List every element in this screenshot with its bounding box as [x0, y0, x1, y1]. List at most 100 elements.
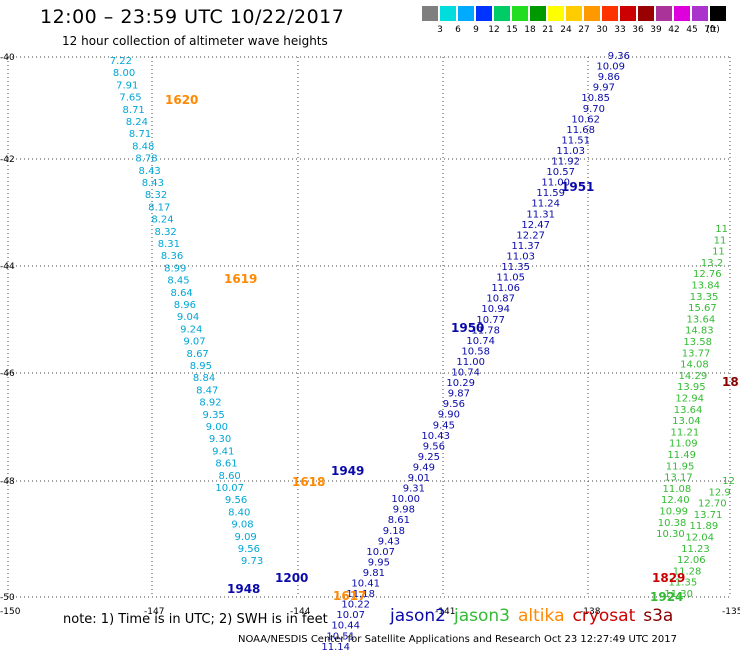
wave-height-value: 9.97 — [593, 83, 615, 94]
wave-height-value: 15.67 — [688, 303, 717, 314]
pass-number-label: 1950 — [451, 321, 484, 335]
color-swatch — [566, 6, 583, 21]
color-scale-label: 24 — [560, 25, 572, 35]
wave-height-value: 10.41 — [351, 579, 380, 590]
wave-height-value: 8.43 — [139, 166, 161, 177]
wave-height-value: 11.89 — [690, 521, 719, 532]
pass-number-label: 1948 — [227, 582, 260, 596]
wave-height-value: 12.9 — [709, 487, 731, 498]
wave-height-value: 10.94 — [481, 304, 510, 315]
wave-height-value: 9.86 — [598, 72, 620, 83]
wave-height-value: 11.28 — [673, 566, 702, 577]
color-swatch — [530, 6, 547, 21]
wave-height-value: 11.14 — [321, 642, 350, 650]
color-scale-label: 3 — [437, 25, 443, 35]
wave-height-value: 11.06 — [491, 283, 520, 294]
wave-height-value: 11.68 — [566, 125, 595, 136]
wave-height-value: 10.99 — [659, 507, 688, 518]
wave-height-value: 10.85 — [581, 93, 610, 104]
wave-height-value: 11.35 — [501, 262, 530, 273]
color-scale-label: 6 — [455, 25, 461, 35]
wave-height-value: 11.31 — [526, 209, 555, 220]
wave-height-value: 10.07 — [215, 483, 244, 494]
color-scale-label: 36 — [632, 25, 644, 35]
lat-tick-label: -42 — [0, 155, 15, 165]
wave-height-value: 9.24 — [180, 324, 202, 335]
color-swatch — [548, 6, 565, 21]
wave-height-value: 11.21 — [671, 427, 700, 438]
wave-height-value: 11.49 — [667, 450, 696, 461]
wave-height-value: 10.29 — [446, 378, 475, 389]
color-scale-label: 70 — [704, 25, 716, 35]
color-scale-label: 9 — [473, 25, 479, 35]
wave-height-value: 9.70 — [583, 104, 605, 115]
wave-height-value: 8.17 — [148, 202, 170, 213]
wave-height-value: 8.43 — [142, 178, 164, 189]
wave-height-value: 10.07 — [366, 547, 395, 558]
lat-tick-label: -50 — [0, 593, 15, 603]
wave-height-value: 9.49 — [413, 462, 435, 473]
wave-height-value: 11.37 — [511, 241, 540, 252]
wave-height-value: 10.87 — [486, 294, 515, 305]
wave-height-value: 10.22 — [341, 600, 370, 611]
color-scale-label: 39 — [650, 25, 662, 35]
color-swatch — [638, 6, 655, 21]
wave-height-value: 8.40 — [228, 507, 250, 518]
wave-height-value: 9.04 — [177, 312, 199, 323]
wave-height-value: 13.95 — [677, 382, 706, 393]
color-swatch — [440, 6, 457, 21]
wave-height-value: 9.00 — [206, 422, 228, 433]
wave-height-value: 13.04 — [672, 416, 701, 427]
wave-height-value: 14.08 — [680, 360, 709, 371]
legend-altika: altika — [518, 606, 565, 626]
color-swatch — [494, 6, 511, 21]
wave-height-value: 8.60 — [219, 471, 241, 482]
wave-height-value: 8.45 — [167, 276, 189, 287]
wave-height-value: 10.09 — [596, 62, 625, 73]
wave-height-value: 12.94 — [675, 394, 704, 405]
lat-tick-label: -44 — [0, 262, 15, 272]
wave-height-value: 8.64 — [171, 288, 193, 299]
wave-height-value: 9.08 — [231, 520, 253, 531]
wave-height-value: 13.58 — [683, 337, 712, 348]
wave-height-value: 9.45 — [433, 420, 455, 431]
wave-height-value: 9.09 — [235, 532, 257, 543]
color-scale-label: 15 — [506, 25, 518, 35]
wave-height-value: 8.48 — [132, 141, 154, 152]
legend-jason2: jason2 — [390, 606, 446, 626]
wave-height-value: 8.00 — [113, 68, 135, 79]
lat-tick-label: -48 — [0, 477, 15, 487]
wave-height-value: 13.17 — [664, 473, 693, 484]
wave-height-value: 8.32 — [145, 190, 167, 201]
wave-height-value: 11.59 — [536, 188, 565, 199]
wave-height-value: 8.67 — [187, 349, 209, 360]
wave-height-value: 9.87 — [448, 389, 470, 400]
wave-height-value: 11.00 — [541, 178, 570, 189]
wave-height-value: 8.78 — [135, 154, 157, 165]
color-swatch — [422, 6, 439, 21]
wave-height-value: 10.30 — [656, 529, 685, 540]
wave-height-value: 10.58 — [461, 346, 490, 357]
wave-height-value: 7.65 — [119, 93, 141, 104]
wave-height-value: 8.92 — [199, 398, 221, 409]
wave-height-value: 11.35 — [669, 578, 698, 589]
color-swatch — [458, 6, 475, 21]
color-scale-label: 42 — [668, 25, 680, 35]
wave-height-value: 9.98 — [393, 505, 415, 516]
pass-number-label: 1618 — [292, 475, 325, 489]
color-scale-label: 18 — [524, 25, 536, 35]
color-swatch — [674, 6, 691, 21]
color-swatch — [656, 6, 673, 21]
wave-height-value: 13.77 — [682, 348, 711, 359]
wave-height-value: 11.30 — [664, 589, 693, 600]
wave-height-value: 14.83 — [685, 326, 714, 337]
lon-tick-label: -150 — [0, 607, 21, 617]
lon-tick-label: -147 — [144, 607, 164, 617]
page-subtitle: 12 hour collection of altimeter wave hei… — [62, 34, 328, 48]
wave-height-value: 11.24 — [531, 199, 560, 210]
wave-height-value: 9.01 — [408, 473, 430, 484]
wave-height-value: 12.40 — [661, 495, 690, 506]
legend-jason3: jason3 — [454, 606, 510, 626]
lon-tick-label: -135 — [722, 607, 740, 617]
wave-height-value: 11.92 — [551, 157, 580, 168]
